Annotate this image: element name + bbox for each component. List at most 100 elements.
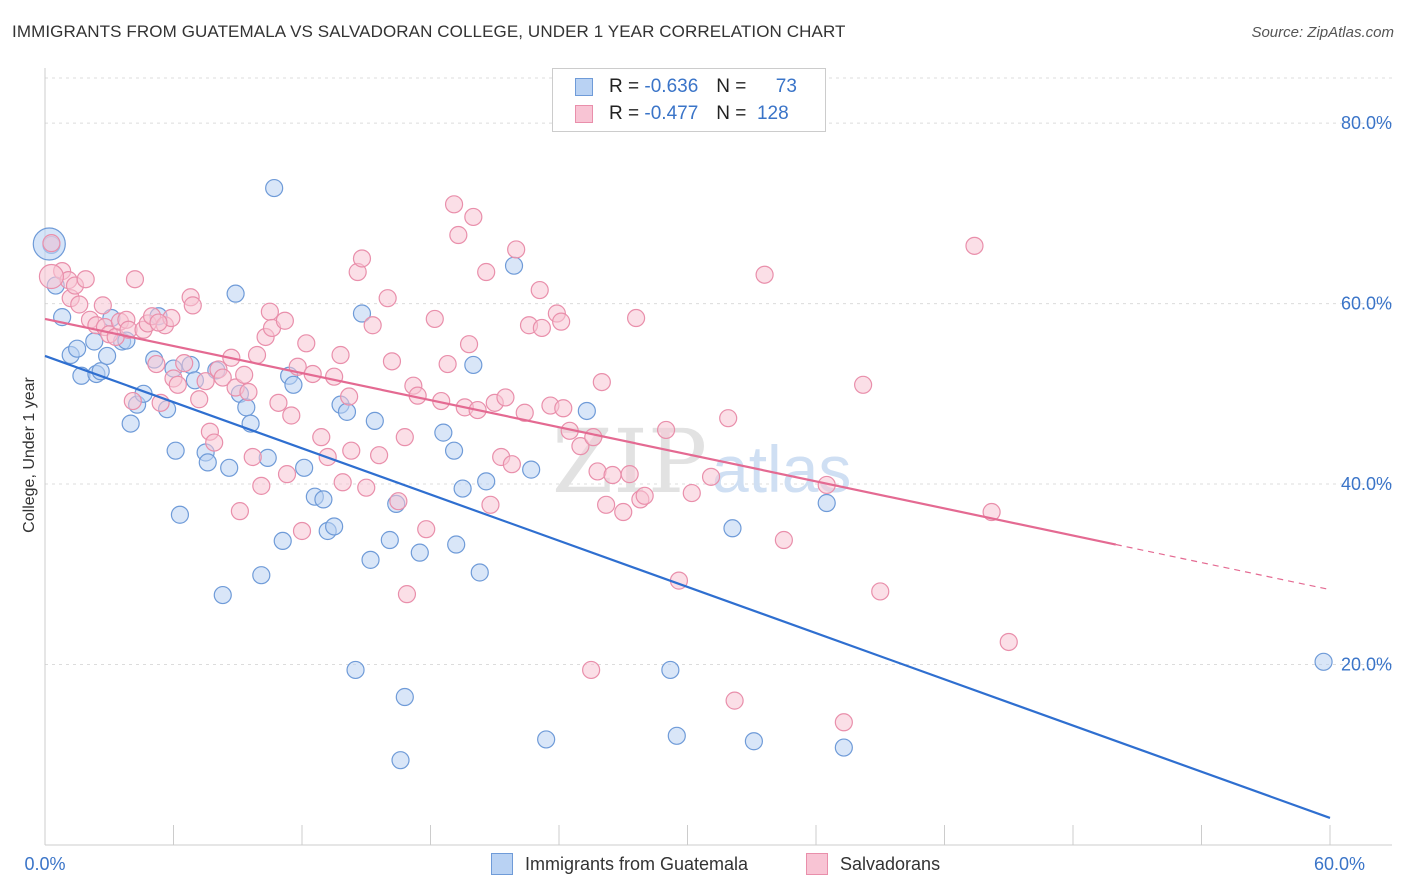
point-guatemala <box>226 284 245 303</box>
legend-swatch-guatemala <box>575 78 593 96</box>
x-tick-label: 0.0% <box>24 854 65 874</box>
point-salvadoran <box>603 465 622 485</box>
point-guatemala <box>434 423 453 442</box>
point-guatemala <box>444 441 464 460</box>
point-guatemala <box>337 402 357 421</box>
point-salvadoran <box>183 296 202 315</box>
point-guatemala <box>667 726 686 745</box>
legend-r-value-salvadorans: -0.477 <box>644 103 699 124</box>
point-salvadoran <box>342 441 361 460</box>
point-guatemala <box>121 414 140 433</box>
point-guatemala <box>447 535 466 554</box>
point-guatemala <box>537 730 556 749</box>
point-salvadoran <box>444 195 464 214</box>
point-guatemala <box>1314 652 1333 671</box>
point-salvadoran <box>725 691 744 710</box>
point-guatemala <box>325 517 344 536</box>
point-guatemala <box>834 738 853 757</box>
point-salvadoran <box>70 295 89 314</box>
point-salvadoran <box>175 354 194 373</box>
y-axis-label: College, Under 1 year <box>21 377 38 533</box>
point-guatemala <box>361 550 380 569</box>
point-large-salvadoran <box>38 263 65 290</box>
point-salvadoran <box>682 483 701 503</box>
point-guatemala <box>213 585 232 605</box>
point-guatemala <box>170 505 190 524</box>
tick-labels: 20.0% 40.0% 60.0% 80.0% 0.0% 60.0% <box>24 113 1392 874</box>
point-salvadoran <box>449 225 468 245</box>
point-salvadoran <box>871 582 890 601</box>
point-salvadoran <box>854 375 873 394</box>
point-guatemala <box>522 460 541 479</box>
point-salvadoran <box>312 428 331 447</box>
point-salvadoran <box>93 296 112 315</box>
point-salvadoran <box>190 390 209 409</box>
point-guatemala <box>504 256 524 275</box>
point-guatemala <box>166 441 185 460</box>
point-salvadoran <box>357 478 376 497</box>
legend-n-value-salvadorans: 128 <box>756 103 789 124</box>
point-salvadoran <box>243 447 262 467</box>
y-tick-label: 60.0% <box>1341 294 1392 314</box>
point-salvadoran <box>331 345 350 365</box>
point-salvadoran <box>363 316 382 335</box>
legend-r-label: R = <box>609 76 640 97</box>
point-salvadoran <box>397 585 417 604</box>
point-salvadoran <box>149 313 168 332</box>
point-salvadoran <box>515 403 534 422</box>
point-salvadoran <box>582 660 601 680</box>
source-credit: Source: ZipAtlas.com <box>1251 24 1394 41</box>
point-salvadoran <box>496 388 515 407</box>
point-salvadoran <box>502 455 521 474</box>
point-salvadoran <box>774 530 793 550</box>
point-guatemala <box>284 375 303 394</box>
trend-lines <box>44 317 1331 819</box>
point-salvadoran <box>571 437 590 456</box>
point-salvadoran <box>438 354 457 374</box>
point-salvadoran <box>982 502 1001 522</box>
point-guatemala <box>237 398 256 417</box>
point-salvadoran <box>464 207 483 227</box>
chart-title: IMMIGRANTS FROM GUATEMALA VS SALVADORAN … <box>12 22 846 41</box>
point-salvadoran <box>76 270 95 289</box>
axes <box>44 68 1392 846</box>
point-guatemala <box>346 660 365 680</box>
point-salvadoran <box>230 502 249 521</box>
point-guatemala <box>220 458 239 477</box>
legend-n-label: N = <box>716 103 747 124</box>
point-salvadoran <box>123 391 142 411</box>
trend-line-salvadoran <box>44 317 1117 546</box>
point-salvadoran <box>530 280 549 300</box>
point-salvadoran <box>382 352 402 371</box>
point-guatemala <box>265 178 284 198</box>
point-salvadoran <box>352 249 372 268</box>
point-salvadoran <box>588 462 607 481</box>
point-guatemala <box>391 751 410 770</box>
point-guatemala <box>252 566 271 585</box>
point-guatemala <box>380 530 399 550</box>
point-salvadoran <box>584 428 603 447</box>
point-salvadoran <box>389 492 408 511</box>
point-salvadoran <box>42 234 61 253</box>
point-salvadoran <box>481 495 500 514</box>
legend-n-label: N = <box>716 76 747 97</box>
point-guatemala <box>577 401 596 421</box>
point-salvadoran <box>656 420 676 440</box>
point-salvadoran <box>626 308 646 328</box>
bottom-legend-swatch-guatemala <box>491 853 513 875</box>
point-salvadoran <box>701 467 721 486</box>
point-salvadoran <box>292 521 312 541</box>
stats-legend: R = -0.636 N = 73 R = -0.477 N = 128 <box>552 68 826 132</box>
point-salvadoran <box>247 345 267 365</box>
legend-row-salvadorans: R = -0.477 N = 128 <box>575 102 797 126</box>
point-salvadoran <box>125 270 145 289</box>
point-guatemala <box>352 304 372 323</box>
point-salvadoran <box>395 428 414 447</box>
point-salvadoran <box>205 433 224 452</box>
point-guatemala <box>273 531 292 551</box>
point-salvadoran <box>755 265 774 284</box>
watermark: ZIP atlas <box>552 410 851 513</box>
point-salvadoran <box>507 240 526 259</box>
point-salvadoran <box>147 354 166 374</box>
